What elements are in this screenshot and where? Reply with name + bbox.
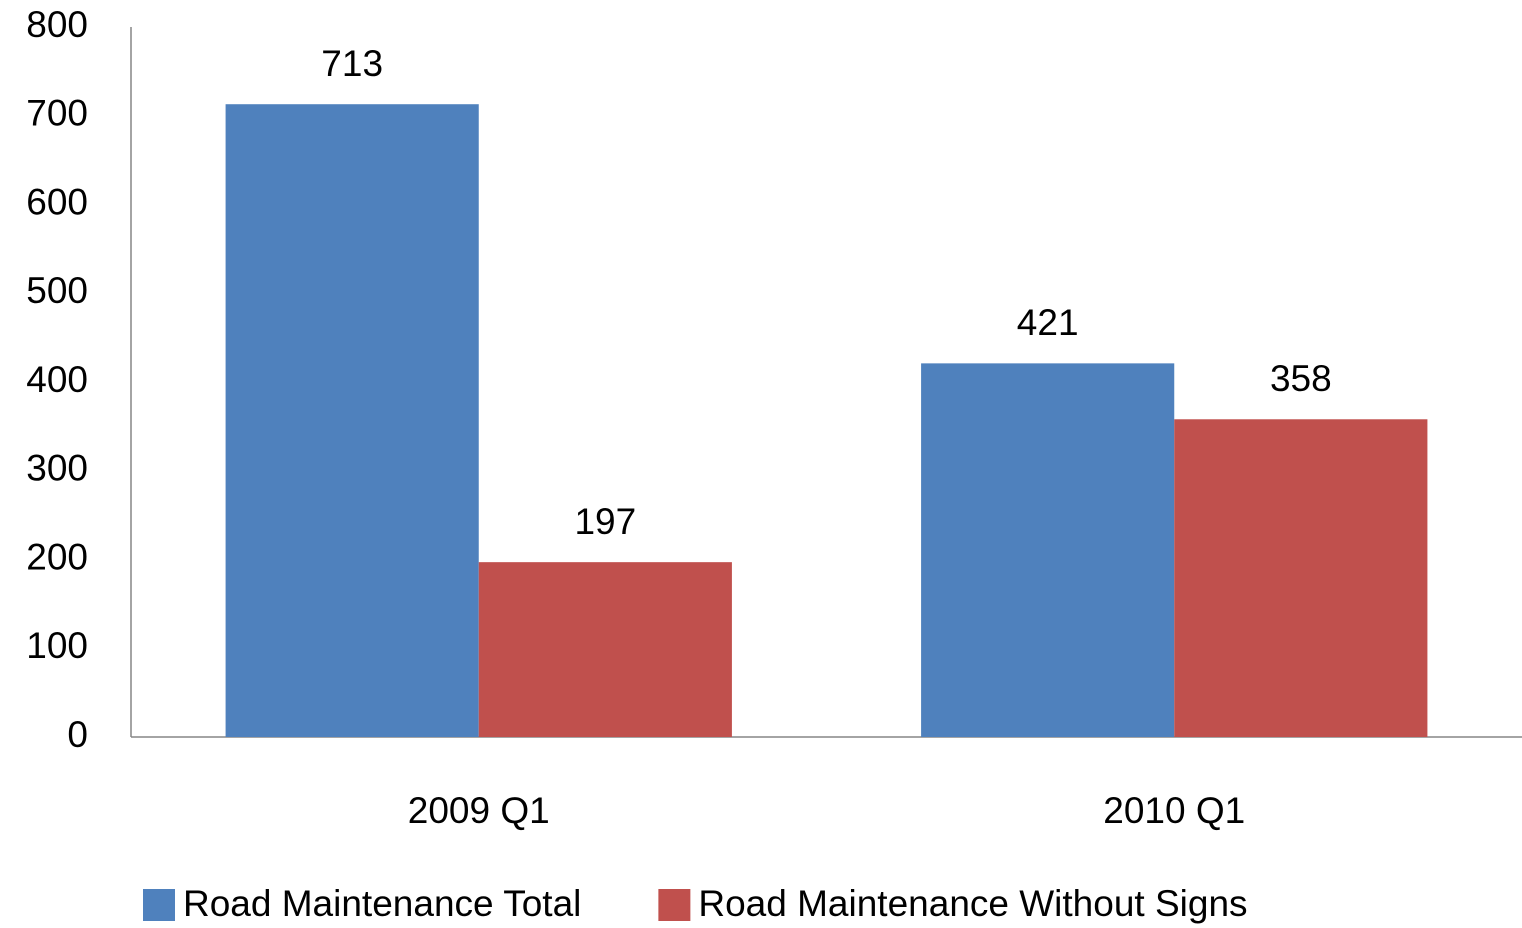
x-tick-label: 2010 Q1 bbox=[1103, 790, 1245, 831]
y-tick-label: 300 bbox=[26, 448, 88, 489]
bar bbox=[921, 363, 1175, 737]
y-tick-label: 0 bbox=[67, 714, 88, 755]
legend-swatch bbox=[143, 889, 175, 921]
legend-label: Road Maintenance Without Signs bbox=[698, 883, 1247, 924]
y-tick-label: 200 bbox=[26, 536, 88, 577]
y-tick-label: 100 bbox=[26, 625, 88, 666]
x-tick-label: 2009 Q1 bbox=[408, 790, 550, 831]
legend-swatch bbox=[658, 889, 691, 921]
data-label: 358 bbox=[1270, 358, 1332, 399]
bar bbox=[1174, 419, 1428, 737]
y-tick-label: 500 bbox=[26, 270, 88, 311]
data-label: 197 bbox=[574, 501, 636, 542]
bar bbox=[225, 104, 479, 737]
y-tick-label: 600 bbox=[26, 181, 88, 222]
y-tick-label: 400 bbox=[26, 359, 88, 400]
legend-label: Road Maintenance Total bbox=[183, 883, 581, 924]
data-label: 713 bbox=[321, 43, 383, 84]
data-label: 421 bbox=[1017, 302, 1079, 343]
bar bbox=[478, 562, 732, 737]
y-tick-label: 700 bbox=[26, 93, 88, 134]
y-tick-label: 800 bbox=[26, 4, 88, 45]
